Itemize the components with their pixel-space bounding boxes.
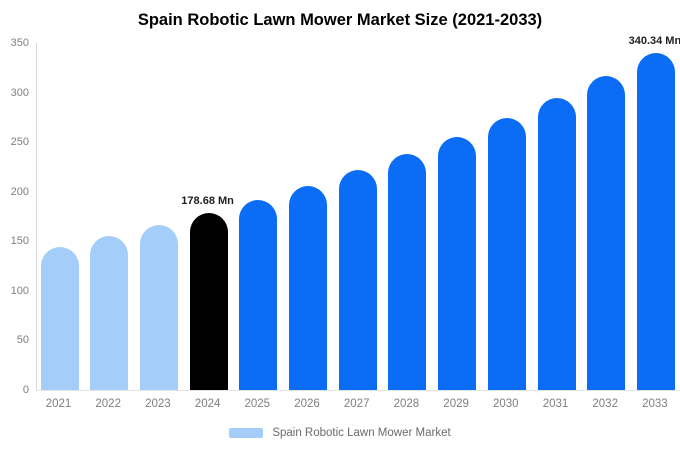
x-tick-label-2032: 2032 [592,398,618,410]
bar-2028[interactable] [388,154,427,390]
bar-2025[interactable] [239,199,278,390]
y-tick-label-300: 300 [10,86,29,99]
bar-2024[interactable] [189,212,228,390]
y-tick-label-50: 50 [16,334,29,347]
x-tick-label-2030: 2030 [493,398,519,410]
bar-2031[interactable] [537,97,576,390]
chart-title: Spain Robotic Lawn Mower Market Size (20… [137,11,543,29]
x-tick-label-2033: 2033 [642,398,668,410]
bar-2029[interactable] [438,136,477,390]
legend-label: Spain Robotic Lawn Mower Market [272,427,451,439]
x-tick-label-2023: 2023 [145,398,171,410]
x-tick-label-2022: 2022 [95,398,121,410]
bar-2026[interactable] [289,185,327,390]
plot-area [36,43,680,391]
x-tick-label-2028: 2028 [393,398,420,410]
x-tick-label-2026: 2026 [294,398,320,410]
y-tick-label-100: 100 [10,284,29,297]
x-tick-label-2027: 2027 [343,398,370,410]
legend[interactable]: Spain Robotic Lawn Mower Market [0,427,680,439]
x-tick-label-2031: 2031 [542,398,569,410]
bar-2023[interactable] [139,225,178,390]
bar-value-label-2033: 340.34 Mn [628,34,680,47]
x-tick-label-2021: 2021 [45,398,72,410]
y-tick-label-250: 250 [10,136,29,149]
x-tick-label-2024: 2024 [194,398,221,410]
bar-2032[interactable] [587,75,626,390]
y-tick-label-200: 200 [10,185,29,198]
bar-2022[interactable] [90,236,129,390]
y-tick-label-0: 0 [22,384,29,396]
x-tick-label-2025: 2025 [244,398,271,410]
bar-2021[interactable] [40,247,79,390]
x-tick-label-2029: 2029 [443,398,469,410]
bar-2027[interactable] [338,170,377,390]
y-tick-label-350: 350 [10,37,29,49]
y-tick-label-150: 150 [10,235,29,248]
legend-swatch [229,428,264,438]
bar-2033[interactable] [636,52,675,390]
bar-2030[interactable] [487,117,526,390]
bar-value-label-2024: 178.68 Mn [181,194,234,207]
